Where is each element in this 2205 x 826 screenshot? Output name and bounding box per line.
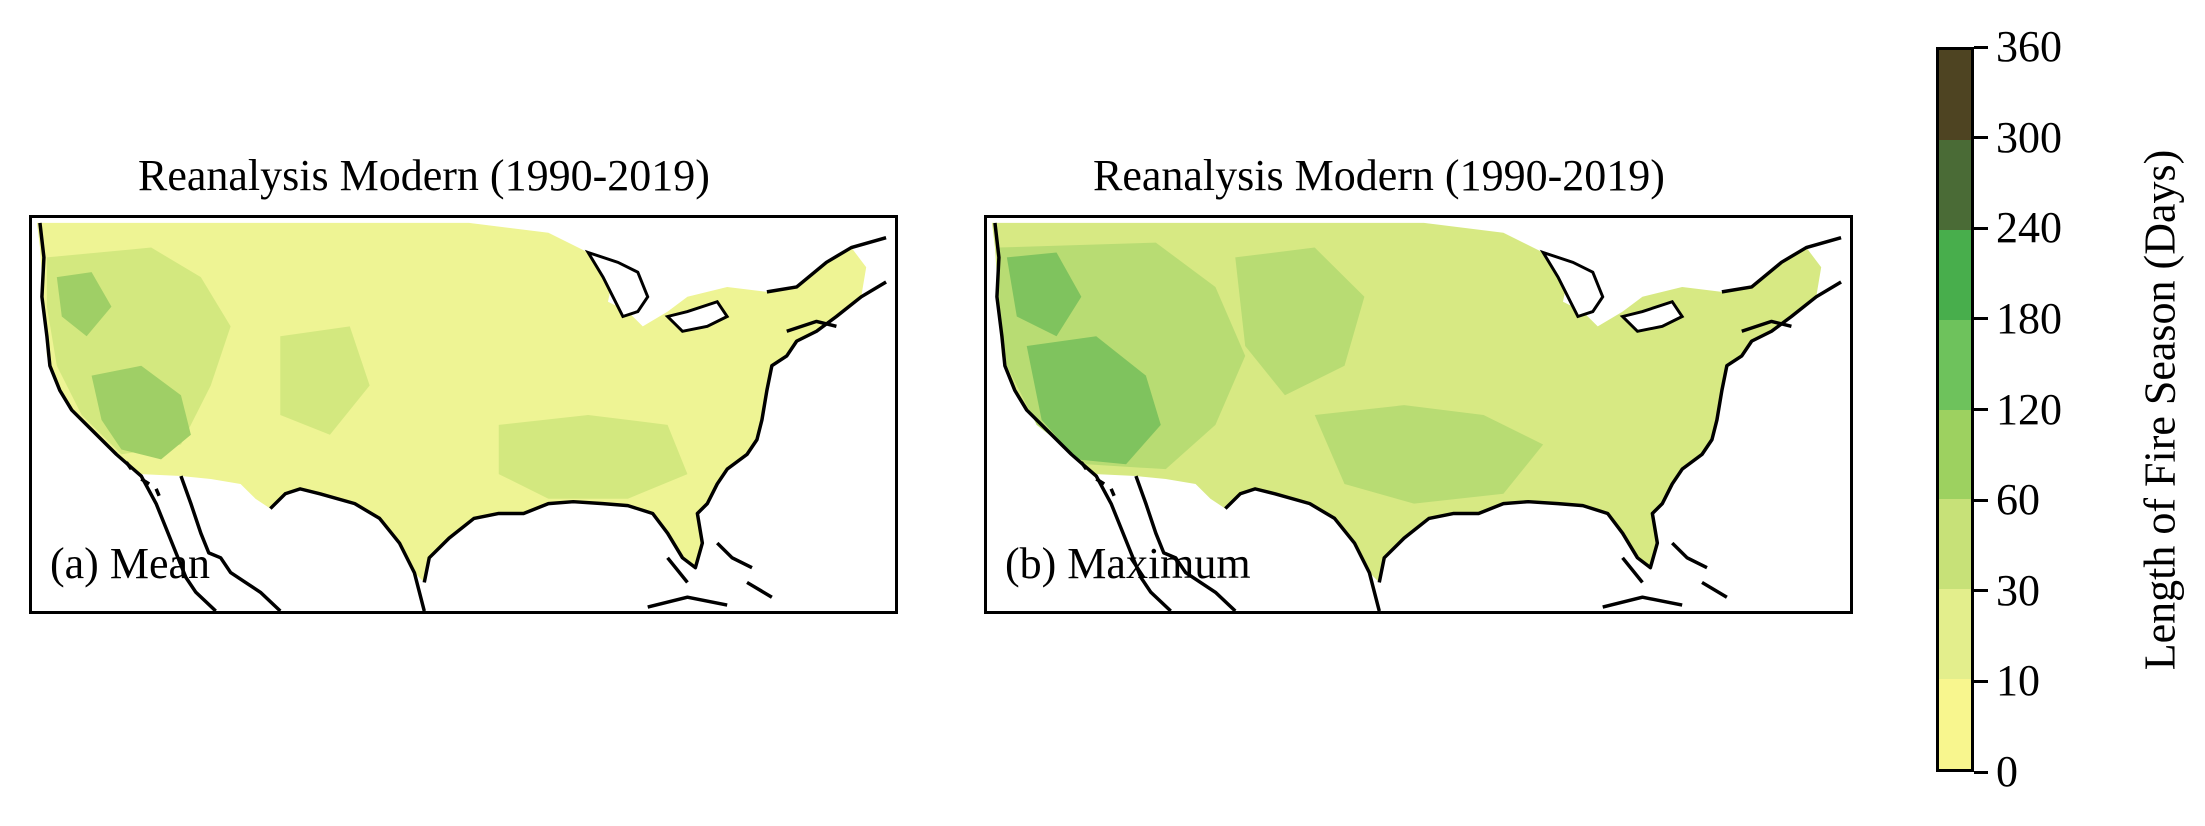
colorbar-tick-label: 360 <box>1996 22 2062 71</box>
panel-b-title: Reanalysis Modern (1990-2019) <box>1093 151 1665 200</box>
great-lakes <box>584 249 730 333</box>
patch-southeast <box>498 414 688 499</box>
patch-south <box>1314 405 1544 504</box>
northeast-coast <box>766 236 887 333</box>
colorbar-tick-label: 0 <box>1996 747 2018 796</box>
patch-southwest <box>1026 336 1161 465</box>
panel-b-map <box>984 215 1853 614</box>
patch-southwest <box>91 365 191 460</box>
colorbar-tick <box>1974 589 1988 593</box>
colorbar-tick-label: 180 <box>1996 293 2062 343</box>
pacific-islands <box>1079 461 1116 497</box>
panel-b-label: (b) Maximum <box>1005 539 1251 588</box>
colorbar-segment <box>1939 589 1971 680</box>
conus-land <box>36 222 867 583</box>
colorbar-segment <box>1939 409 1971 500</box>
colorbar <box>1936 47 1974 772</box>
coastline-west <box>993 222 1172 611</box>
colorbar-title: Length of Fire Season (Days) <box>2135 149 2185 671</box>
colorbar-segment <box>1939 50 1971 140</box>
colorbar-segment <box>1939 499 1971 590</box>
baja-coast <box>179 475 282 611</box>
patch-northwest <box>56 272 112 337</box>
caribbean-islands <box>1602 541 1728 609</box>
colorbar-segment <box>1939 139 1971 230</box>
colorbar-tick-label: 120 <box>1996 384 2062 434</box>
colorbar-tick <box>1974 679 1988 683</box>
patch-plains <box>1235 247 1365 396</box>
panel-a-label: (a) Mean <box>50 539 211 588</box>
pacific-islands <box>124 461 161 497</box>
colorbar-tick <box>1974 498 1988 502</box>
colorbar-tick <box>1974 317 1988 321</box>
panel-a-map-graphic <box>36 222 887 611</box>
caribbean-islands <box>647 541 773 609</box>
gulf-coast <box>269 280 887 611</box>
great-lakes <box>1539 249 1685 333</box>
panel-b-map-graphic <box>991 222 1842 611</box>
colorbar-tick <box>1974 45 1988 49</box>
colorbar-tick <box>1974 136 1988 140</box>
baja-coast <box>1134 475 1237 611</box>
colorbar-tick-label: 30 <box>1996 565 2040 615</box>
coastline-west <box>38 222 217 611</box>
gulf-coast <box>1224 280 1842 611</box>
colorbar-segment <box>1939 229 1971 320</box>
colorbar-tick-label: 60 <box>1996 475 2040 525</box>
panel-a-title: Reanalysis Modern (1990-2019) <box>138 151 710 200</box>
colorbar-tick <box>1974 226 1988 230</box>
northeast-coast <box>1721 236 1842 333</box>
colorbar-tick <box>1974 408 1988 411</box>
colorbar-tick-label: 10 <box>1996 656 2040 706</box>
colorbar-segment <box>1939 319 1971 410</box>
colorbar-segment <box>1939 679 1971 769</box>
panel-a-map <box>29 215 898 614</box>
patch-northwest <box>1006 252 1082 337</box>
colorbar-tick <box>1974 770 1988 774</box>
patch-plains <box>280 326 370 435</box>
colorbar-tick-label: 240 <box>1996 203 2062 253</box>
colorbar-tick-label: 300 <box>1996 112 2062 162</box>
